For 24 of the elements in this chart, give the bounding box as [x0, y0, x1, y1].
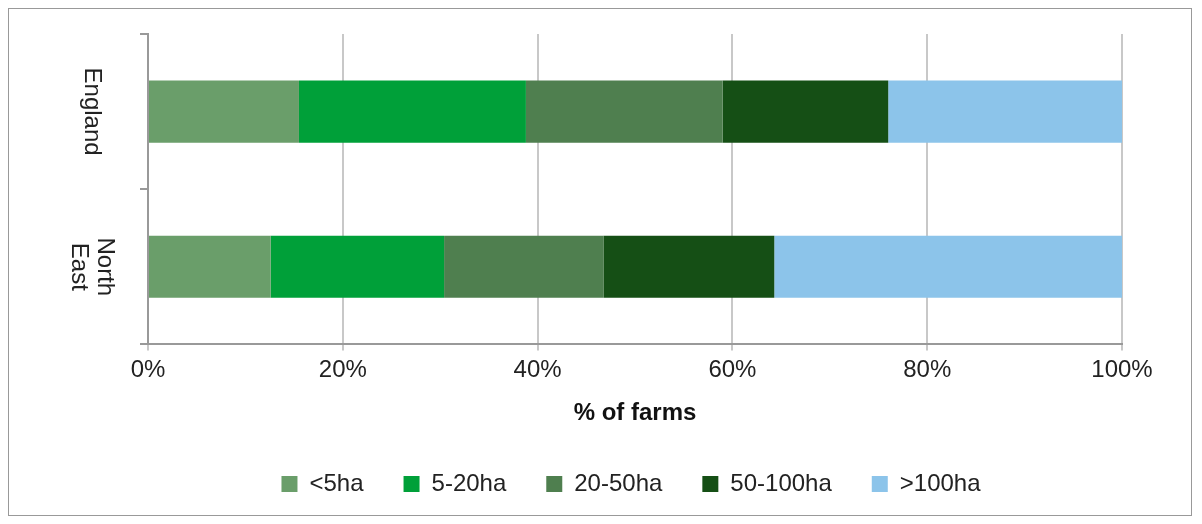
x-tick-label: 60% [708, 355, 757, 383]
bar [444, 235, 604, 298]
y-tick-label: North East [67, 237, 121, 297]
bar [888, 80, 1122, 143]
bar [722, 80, 889, 143]
x-tick-label: 0% [130, 355, 166, 383]
legend-label: 5-20ha [431, 468, 507, 496]
bar [603, 235, 775, 298]
bar [270, 235, 445, 298]
legend-label: <5ha [309, 468, 365, 496]
legend-label: >100ha [899, 468, 982, 496]
bar [298, 80, 526, 143]
bar [149, 80, 299, 143]
bar [149, 235, 271, 298]
legend-label: 50-100ha [730, 468, 833, 496]
y-tick-label: England [80, 67, 108, 156]
x-tick-label: 100% [1091, 355, 1153, 383]
bar [774, 235, 1122, 298]
bar [525, 80, 723, 143]
x-axis-title: % of farms [573, 398, 697, 426]
x-tick-label: 40% [513, 355, 562, 383]
x-tick-label: 20% [318, 355, 367, 383]
legend-label: 20-50ha [574, 468, 663, 496]
x-tick-label: 80% [903, 355, 952, 383]
